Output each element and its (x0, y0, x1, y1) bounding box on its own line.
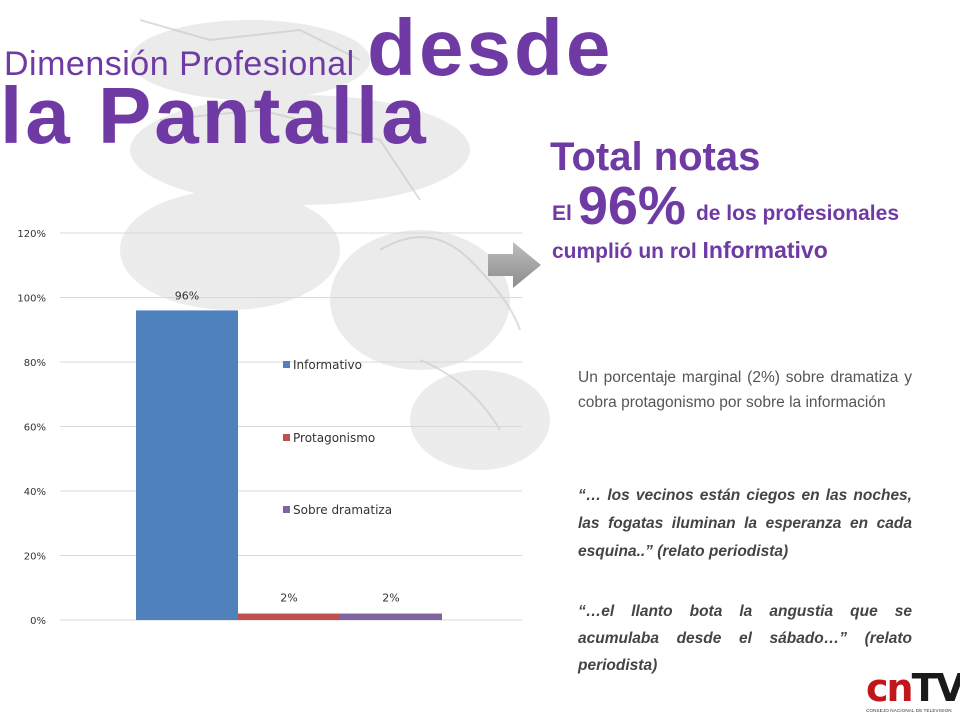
legend-label: Sobre dramatiza (293, 503, 392, 517)
bar-chart: 0% 20% 40% 60% 80% 100% 120% 96% 2% 2% Informati… (17, 229, 522, 627)
title-small-text: Dimensión Profesional (4, 45, 355, 83)
summary-heading: Total notas (550, 135, 761, 179)
bar-sobre-dramatiza (340, 613, 442, 620)
stat-emphasis: Informativo (702, 237, 828, 263)
quote-1: “… los vecinos están ciegos en las noche… (578, 487, 912, 560)
legend-label: Informativo (293, 358, 362, 372)
page-title-line2: la Pantalla (0, 71, 429, 160)
logo-tv-text: TV (911, 666, 960, 710)
legend-swatch (283, 506, 290, 513)
cntv-logo: cnTV CONSEJO NACIONAL DE TELEVISION (866, 669, 960, 716)
logo-subtitle: CONSEJO NACIONAL DE TELEVISION (866, 708, 952, 713)
bar-protagonismo (238, 613, 340, 620)
y-tick-label: 0% (30, 616, 46, 627)
stat-text: de los profesionales cumplió un rol (552, 202, 899, 263)
bar-informativo (136, 310, 238, 620)
legend-label: Protagonismo (293, 431, 375, 445)
y-tick-label: 20% (24, 552, 46, 563)
logo-cn-text: cn (866, 666, 914, 710)
y-tick-label: 40% (24, 487, 46, 498)
y-tick-label: 60% (24, 423, 46, 434)
arrow-right-icon (488, 242, 541, 288)
y-tick-label: 120% (17, 229, 46, 240)
data-label: 2% (382, 592, 399, 605)
stat-prefix: El (552, 202, 572, 225)
body-paragraph: Un porcentaje marginal (2%) sobre dramat… (578, 369, 912, 411)
data-label: 96% (175, 289, 199, 302)
y-tick-label: 80% (24, 358, 46, 369)
page-title-line1: Dimensión Profesional desde (4, 2, 613, 94)
data-label: 2% (280, 592, 297, 605)
y-tick-label: 100% (17, 294, 46, 305)
stat-percent: 96% (577, 176, 686, 236)
title-big-text: desde (367, 3, 614, 92)
legend-swatch (283, 434, 290, 441)
legend-swatch (283, 361, 290, 368)
summary-stat: El 96% de los profesionales cumplió un rol… (552, 179, 912, 270)
quote-2: “…el llanto bota la angustia que se acum… (578, 603, 912, 674)
